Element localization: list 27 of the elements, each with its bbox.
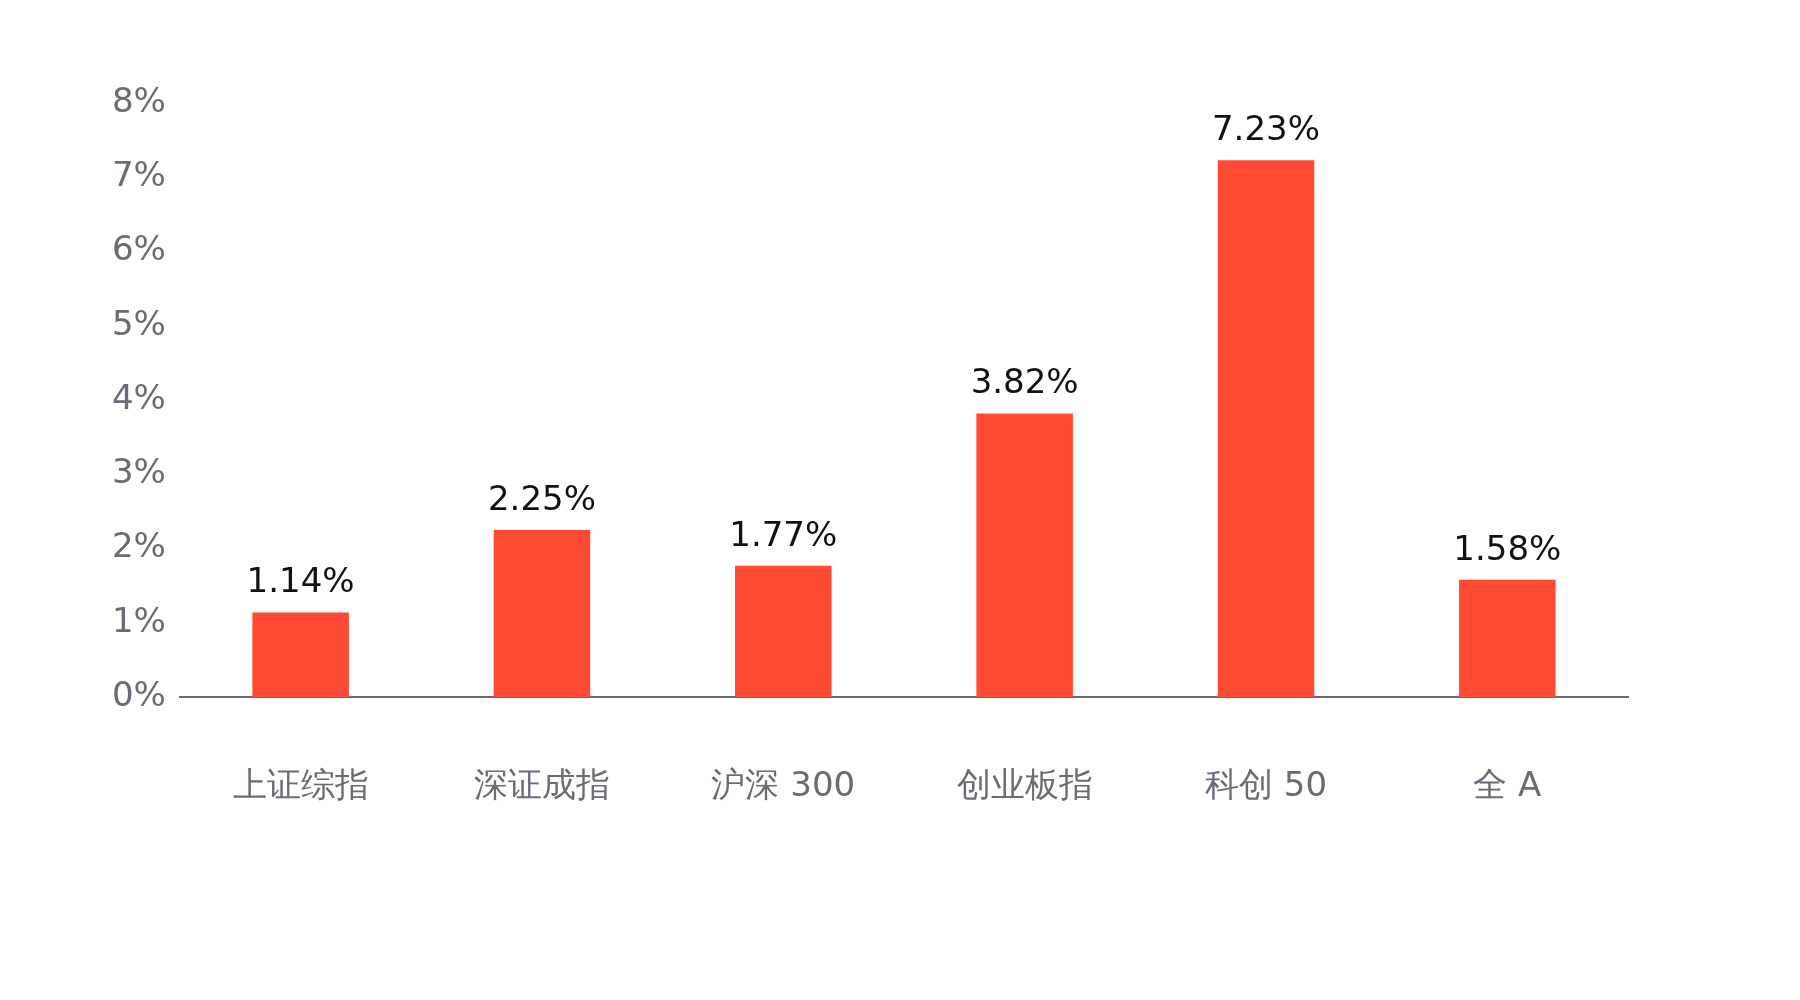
x-tick-label: 科创 50 [1204,764,1328,805]
y-tick-label: 0% [111,674,166,715]
data-label: 2.25% [487,477,596,518]
bar [493,530,591,698]
y-tick-label: 6% [111,228,166,269]
bar [252,612,349,698]
data-label: 3.82% [970,361,1079,402]
y-tick-label: 4% [111,376,166,417]
data-label: 7.23% [1211,108,1320,149]
x-tick-label: 深证成指 [473,764,610,805]
x-tick-label: 创业板指 [956,764,1093,805]
y-tick-label: 5% [111,302,166,343]
x-tick-label: 沪深 300 [711,764,856,805]
y-tick-label: 2% [111,525,166,566]
y-tick-label: 7% [111,154,166,195]
bar [976,413,1073,698]
bar [1217,160,1315,698]
data-label: 1.77% [729,513,838,554]
bar [735,565,832,698]
y-tick-label: 3% [111,451,166,492]
bar [1459,579,1556,698]
x-tick-label: 上证综指 [232,764,369,805]
data-label: 1.14% [246,560,355,601]
y-tick-label: 8% [111,79,166,120]
x-tick-label: 全 A [1473,764,1542,805]
y-tick-label: 1% [111,599,166,640]
data-label: 1.58% [1453,527,1562,568]
